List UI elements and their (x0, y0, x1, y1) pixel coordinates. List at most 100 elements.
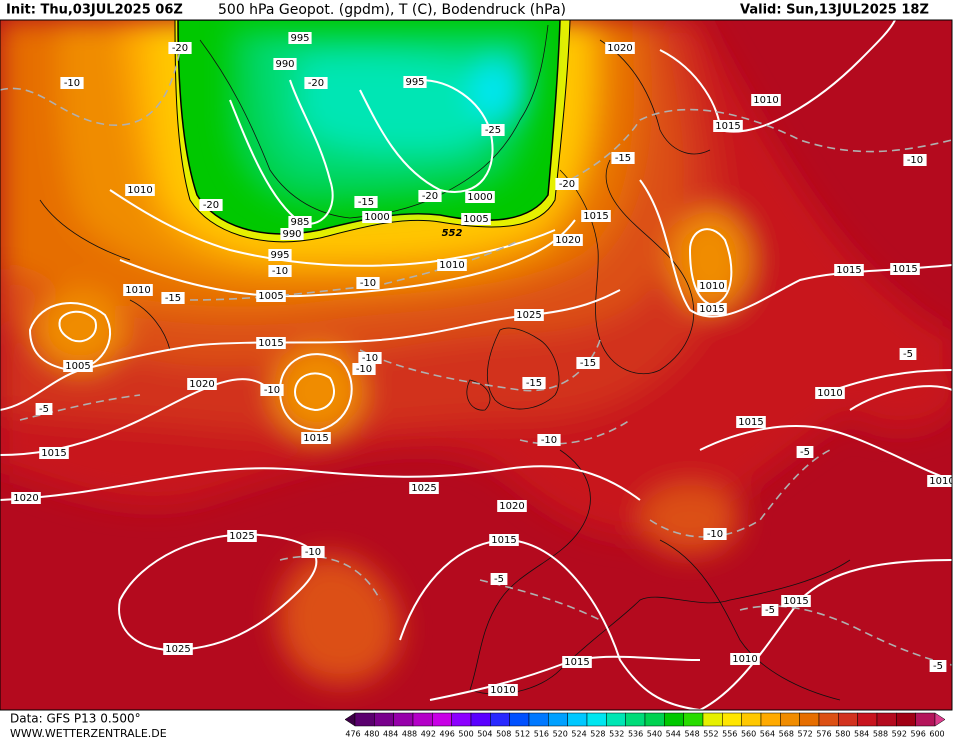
isobar-label-box (890, 263, 920, 275)
colorbar-label: 564 (760, 730, 775, 739)
temperature-label: -10 (707, 529, 723, 540)
colorbar-swatch (683, 712, 704, 727)
colorbar-swatch (606, 712, 626, 727)
colorbar-label: 592 (892, 730, 907, 739)
temperature-label-box (304, 77, 328, 89)
temperature-label-box (301, 546, 325, 558)
temperature-label: -10 (907, 155, 923, 166)
cold-core (230, 30, 540, 205)
data-source: Data: GFS P13 0.500° (10, 712, 141, 726)
isobar-label: 990 (282, 229, 301, 240)
temperature-label-box (60, 77, 84, 89)
colorbar-swatch (915, 712, 936, 727)
temperature-label-box (537, 434, 561, 446)
colorbar-swatch (374, 712, 394, 727)
colorbar-label: 496 (440, 730, 455, 739)
isobar-label: 1015 (836, 265, 861, 276)
temperature-label-box (35, 403, 53, 415)
isobar-label-box (268, 249, 292, 261)
isobar-label-box (736, 416, 766, 428)
map-labels: 995 990 995 1020 1010 1015 1010 1000 985 1000 1005… (11, 32, 952, 696)
temperature-label-box (168, 42, 192, 54)
isobar-label: 1025 (229, 531, 254, 542)
isobar-label: 1015 (892, 264, 917, 275)
colorbar-swatch (896, 712, 916, 727)
colorbar-swatch (780, 712, 800, 727)
colorbar-swatch (432, 712, 452, 727)
isobar-label: 990 (275, 59, 294, 70)
temperature-label: -15 (615, 153, 631, 164)
isobar-label-box (751, 94, 781, 106)
temperature-label: -10 (305, 547, 321, 558)
isobar-label: 1015 (564, 657, 589, 668)
temperature-label: -20 (559, 179, 575, 190)
temperature-label-box (481, 124, 505, 136)
isobar-label: 1015 (491, 535, 516, 546)
colorbar-swatch (451, 712, 472, 727)
colorbar-label: 552 (703, 730, 718, 739)
map-frame (0, 19, 953, 711)
geopotential-label: 552 (442, 228, 463, 239)
isobar-label: 1020 (499, 501, 524, 512)
temperature-label: -20 (422, 191, 438, 202)
temperature-label-box (899, 348, 917, 360)
isobar-label: 1000 (364, 212, 389, 223)
map-area: 995 990 995 1020 1010 1015 1010 1000 985 1000 1005… (0, 20, 952, 710)
isobar-label-box (362, 211, 392, 223)
isobar-label: 1010 (127, 185, 152, 196)
colorbar-swatch (586, 712, 607, 727)
isobar-label-box (605, 42, 635, 54)
isobar-label-box (256, 337, 286, 349)
isobar-label-box (834, 264, 864, 276)
colorbar-label: 576 (816, 730, 831, 739)
isobar-label-box (227, 530, 257, 542)
isobar-label-box (273, 58, 297, 70)
isobar-label: 1015 (715, 121, 740, 132)
temperature-label-box (929, 660, 947, 672)
isobar-label-box (713, 120, 743, 132)
temperature-label-box (555, 178, 579, 190)
colorbar-swatch (838, 712, 858, 727)
isobar-label: 1025 (165, 644, 190, 655)
isobar-label-box (125, 184, 155, 196)
temperature-label-box (903, 154, 927, 166)
colorbar-swatch (741, 712, 762, 727)
colorbar-swatch (876, 712, 897, 727)
colorbar-label: 492 (421, 730, 436, 739)
isobar-label-box (927, 475, 952, 487)
init-text: Init: Thu,03JUL2025 06Z (6, 3, 183, 18)
temperature-label-box (260, 384, 284, 396)
temperature-label: -25 (485, 125, 501, 136)
colorbar-label: 536 (628, 730, 643, 739)
colorbar-swatch (470, 712, 491, 727)
colorbar-swatch (625, 712, 646, 727)
temperature-label: -15 (580, 358, 596, 369)
isobar-label: 1015 (738, 417, 763, 428)
isobar-label: 1005 (463, 214, 488, 225)
isobar-label-box (403, 76, 427, 88)
temperature-label: -20 (308, 78, 324, 89)
map-title: 500 hPa Geopot. (gpdm), T (C), Bodendruc… (218, 2, 566, 18)
isobar-label-box (437, 259, 467, 271)
colorbar-swatch (664, 712, 684, 727)
colorbar-swatch (799, 712, 820, 727)
isobar-label-box (465, 191, 495, 203)
isobar-label-box (301, 432, 331, 444)
temperature-label-box (358, 352, 382, 364)
colorbar-label: 548 (684, 730, 699, 739)
colorbar-swatch (548, 712, 568, 727)
colorbar-label: 580 (835, 730, 850, 739)
isobar-label: 985 (290, 217, 309, 228)
temperature-label-box (199, 199, 223, 211)
site-url: WWW.WETTERZENTRALE.DE (10, 727, 167, 740)
colorbar-label: 528 (590, 730, 605, 739)
temperature-label: -10 (272, 266, 288, 277)
isobar-label: 995 (405, 77, 424, 88)
isobar-label-box (11, 492, 41, 504)
colorbar-label: 476 (345, 730, 360, 739)
isobar-label-box (697, 280, 727, 292)
colorbar-label: 524 (571, 730, 586, 739)
isobar-label: 1015 (41, 448, 66, 459)
colorbar-swatch (528, 712, 549, 727)
